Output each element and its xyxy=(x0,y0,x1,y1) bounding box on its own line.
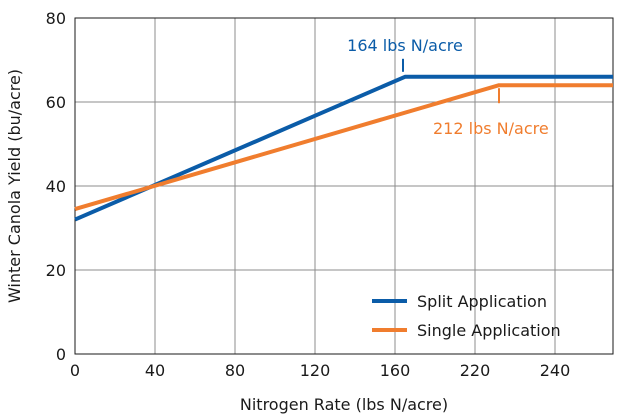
x-axis-title: Nitrogen Rate (lbs N/acre) xyxy=(240,395,448,414)
series-line-split xyxy=(74,74,613,222)
x-tick-label: 0 xyxy=(70,361,80,380)
y-tick-label: 20 xyxy=(46,261,66,280)
x-tick-label: 80 xyxy=(225,361,245,380)
annotation-label: 164 lbs N/acre xyxy=(347,36,463,55)
legend-label: Split Application xyxy=(417,292,547,311)
y-tick-label: 40 xyxy=(46,177,66,196)
y-axis-title: Winter Canola Yield (bu/acre) xyxy=(5,69,24,303)
y-tick-label: 80 xyxy=(46,9,66,28)
x-tick-label: 40 xyxy=(145,361,165,380)
annotation-label: 212 lbs N/acre xyxy=(433,119,549,138)
tick-labels: 0 40 80 120 160 220 240 0 20 40 60 80 xyxy=(46,9,571,380)
legend-label: Single Application xyxy=(417,321,561,340)
x-tick-label: 120 xyxy=(300,361,331,380)
legend: Split Application Single Application xyxy=(372,292,561,340)
series-line-single xyxy=(74,83,613,212)
y-tick-label: 0 xyxy=(56,345,66,364)
plot-frame xyxy=(74,17,614,355)
y-tick-label: 60 xyxy=(46,93,66,112)
x-tick-label: 220 xyxy=(460,361,491,380)
x-tick-label: 160 xyxy=(380,361,411,380)
series-lines xyxy=(74,74,613,222)
annotations: 164 lbs N/acre 212 lbs N/acre xyxy=(347,36,549,138)
x-tick-label: 240 xyxy=(540,361,571,380)
